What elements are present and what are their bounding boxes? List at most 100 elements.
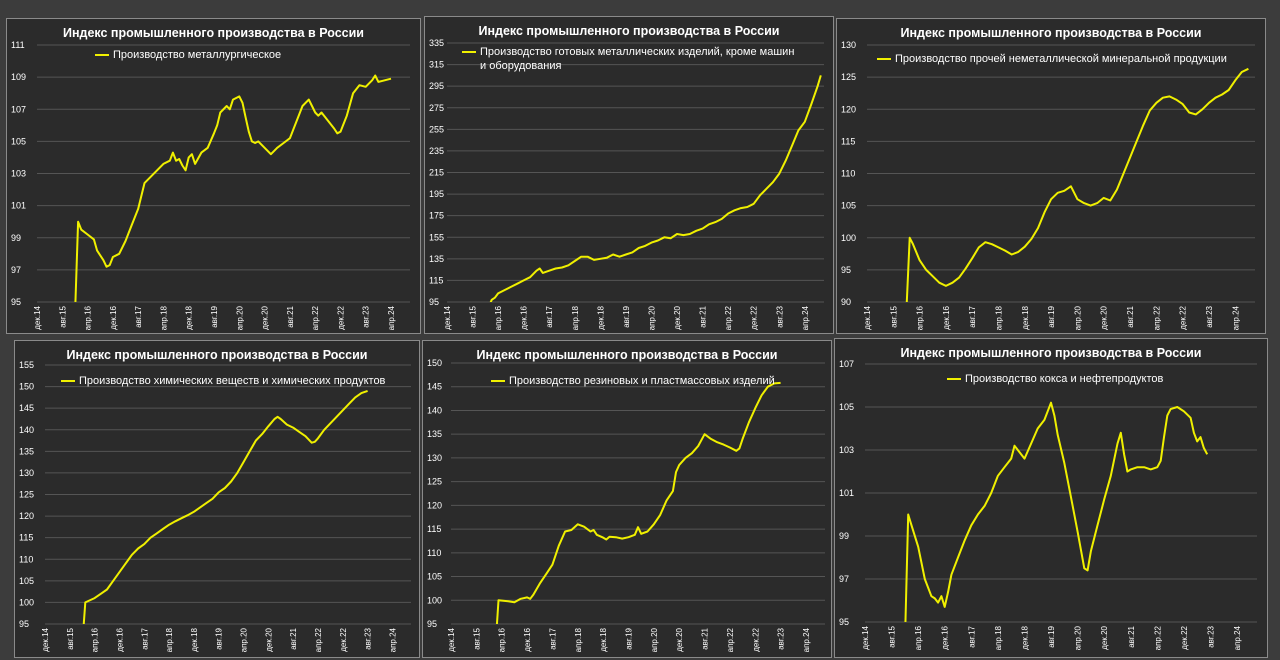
x-tick-label: апр.18 [994,625,1003,650]
y-tick-label: 135 [427,429,442,439]
y-tick-label: 135 [429,254,444,264]
x-tick-label: дек.22 [339,627,348,651]
y-tick-label: 107 [839,359,854,369]
chart-panel-chemicals: 95 100 105 110 115 120 125 130 135 140 145 150 155 де… [14,340,420,658]
x-tick-label: дек.14 [443,305,452,329]
y-tick-label: 97 [11,265,21,275]
legend-label: Производство кокса и нефтепродуктов [965,373,1164,385]
x-tick-label: апр.20 [1074,625,1083,650]
chart-panel-nonmetallic-minerals: 90 95 100 105 110 115 120 125 130 дек.14 авг.15 апр… [836,18,1266,334]
x-tick-label: апр.20 [647,305,656,330]
x-tick-label: дек.20 [1100,625,1109,649]
x-tick-label: авг.15 [888,625,897,647]
y-tick-label: 115 [19,533,33,543]
y-tick-label: 135 [19,446,34,456]
x-tick-label: апр.22 [1152,305,1161,330]
y-tick-label: 107 [11,104,26,114]
x-tick-label: авг.19 [1047,305,1056,327]
x-tick-label: дек.16 [520,305,529,329]
x-tick-label: авг.21 [289,627,298,649]
y-tick-label: 150 [19,382,34,392]
y-tick-label: 130 [19,468,34,478]
x-tick-label: авг.17 [968,305,977,327]
x-tick-label: апр.22 [724,305,733,330]
x-tick-label: авг.15 [889,305,898,327]
y-tick-label: 97 [839,574,849,584]
y-tick-label: 105 [19,576,34,586]
x-tick-label: авг.23 [1205,305,1214,327]
y-tick-label: 105 [427,572,442,582]
x-tick-label: дек.18 [1021,305,1030,329]
x-tick-label: авг.23 [362,305,371,327]
x-tick-label: авг.19 [1047,625,1056,647]
series-line [82,389,368,624]
legend-label: Производство резиновых и пластмассовых и… [509,375,775,387]
y-tick-label: 315 [429,60,444,70]
legend-label: Производство металлургическое [113,49,282,61]
y-tick-label: 145 [427,382,442,392]
x-tick-label: апр.18 [574,627,583,652]
y-tick-label: 115 [429,275,443,285]
x-tick-label: дек.14 [41,627,50,651]
chart-title: Индекс промышленного производства в Росс… [478,24,780,38]
chart-panel-metal-products: 95 115 135 155 175 195 215 235 255 275 295 315 335 де… [424,16,834,334]
legend-label: Производство готовых металлических издел… [480,46,795,72]
x-tick-label: дек.14 [861,625,870,649]
x-tick-label: апр.22 [1153,625,1162,650]
x-tick-label: дек.20 [261,305,270,329]
y-tick-label: 110 [841,169,855,179]
y-tick-label: 99 [11,233,21,243]
x-tick-label: дек.18 [1020,625,1029,649]
series-line [495,381,781,624]
chart-svg: 95 100 105 110 115 120 125 130 135 140 145 150 155 де… [19,360,411,652]
series-line [905,67,1249,302]
legend-line-swatch [61,380,75,382]
legend-line-swatch [491,380,505,382]
x-tick-label: дек.22 [751,627,760,651]
series-line [904,401,1209,622]
x-tick-label: авг.19 [622,305,631,327]
x-tick-label: дек.22 [1179,305,1188,329]
chart-title: Индекс промышленного производства в Росс… [476,348,778,362]
x-tick-label: апр.18 [995,305,1004,330]
legend-label: Производство химических веществ и химиче… [79,375,386,387]
x-tick-label: дек.14 [863,305,872,329]
y-tick-label: 255 [429,124,444,134]
y-tick-label: 120 [841,104,856,114]
y-tick-label: 235 [429,146,444,156]
y-tick-label: 125 [427,477,442,487]
x-tick-label: дек.20 [675,627,684,651]
y-tick-label: 275 [429,103,444,113]
x-tick-label: апр.20 [1073,305,1082,330]
chart-legend: Производство химических веществ и химиче… [61,374,401,388]
chart-title: Индекс промышленного производства в Росс… [900,26,1202,40]
x-tick-label: дек.16 [523,627,532,651]
y-tick-label: 335 [429,38,444,48]
y-tick-label: 155 [429,232,444,242]
y-tick-label: 195 [429,189,444,199]
legend-line-swatch [95,54,109,56]
y-tick-label: 101 [11,201,26,211]
legend-line-swatch [462,51,476,53]
y-tick-label: 120 [427,500,442,510]
x-tick-label: апр.20 [240,627,249,652]
x-tick-label: дек.16 [109,305,118,329]
x-tick-label: апр.16 [498,627,507,652]
y-tick-label: 115 [841,136,855,146]
y-tick-label: 145 [19,403,34,413]
chart-legend: Производство резиновых и пластмассовых и… [491,374,811,388]
y-tick-label: 150 [427,358,442,368]
x-tick-label: авг.21 [701,627,710,649]
series-line [74,74,392,302]
x-tick-label: апр.22 [311,305,320,330]
y-tick-label: 105 [839,402,854,412]
chart-legend: Производство прочей неметаллической мине… [877,52,1257,66]
y-tick-label: 125 [19,490,34,500]
legend-line-swatch [877,58,891,60]
y-tick-label: 95 [11,297,21,307]
x-tick-label: авг.17 [967,625,976,647]
x-tick-label: апр.20 [235,305,244,330]
y-tick-label: 90 [841,297,851,307]
y-tick-label: 120 [19,511,34,521]
x-tick-label: апр.16 [91,627,100,652]
